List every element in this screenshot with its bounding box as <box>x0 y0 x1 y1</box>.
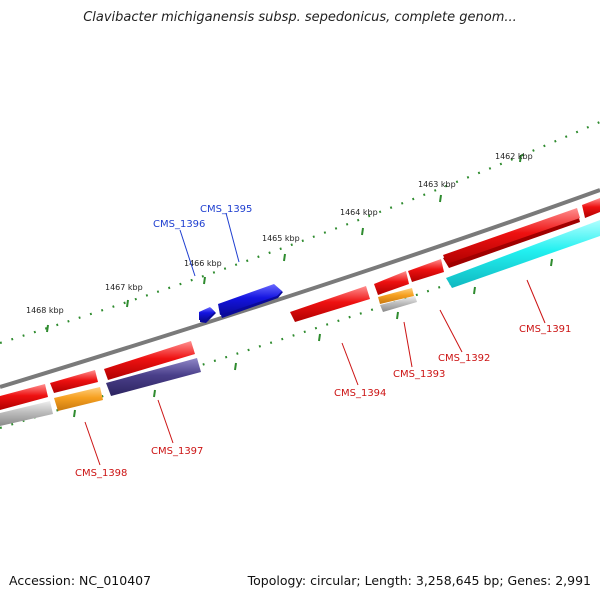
gene-label-cms-1397[interactable]: CMS_1397 <box>151 446 203 457</box>
gene-label-cms-1391[interactable]: CMS_1391 <box>519 324 571 335</box>
reverse-gene-left-edge[interactable] <box>0 384 48 410</box>
reverse-gene-cms-1397-red[interactable] <box>104 341 195 380</box>
gene-label-cms-1394[interactable]: CMS_1394 <box>334 388 386 399</box>
ruler-label-1462: 1462 kbp <box>495 152 533 161</box>
gene-label-cms-1392[interactable]: CMS_1392 <box>438 353 490 364</box>
ruler-label-1463: 1463 kbp <box>418 180 456 189</box>
upper-ruler-dots <box>0 120 600 345</box>
lower-ruler-ticks <box>73 258 553 418</box>
reverse-gene-cms-1392[interactable] <box>408 259 444 282</box>
reverse-gene-cms-1394[interactable] <box>290 286 370 322</box>
gene-label-cms-1398[interactable]: CMS_1398 <box>75 468 127 479</box>
forward-gene-cms-1395[interactable] <box>218 284 283 318</box>
ruler-label-1465: 1465 kbp <box>262 234 300 243</box>
upper-ruler-ticks <box>46 154 522 333</box>
reverse-gene-grey-edge[interactable] <box>0 401 53 426</box>
reverse-gene-orange-small[interactable] <box>378 288 417 312</box>
ruler-label-1467: 1467 kbp <box>105 283 143 292</box>
reverse-gene-cms-1398-red[interactable] <box>50 370 98 393</box>
genome-info-text: Topology: circular; Length: 3,258,645 bp… <box>247 573 591 588</box>
gene-leader-lines <box>84 212 546 466</box>
forward-gene-cms-1396[interactable] <box>199 307 216 323</box>
reverse-gene-cyan[interactable] <box>446 220 600 288</box>
ruler-label-1464: 1464 kbp <box>340 208 378 217</box>
gene-label-cms-1395[interactable]: CMS_1395 <box>200 204 252 215</box>
ruler-labels: 1462 kbp 1463 kbp 1464 kbp 1465 kbp 1466… <box>26 152 533 315</box>
reverse-gene-cms-1393[interactable] <box>374 271 409 295</box>
genome-backbone <box>0 188 600 389</box>
ruler-label-1468: 1468 kbp <box>26 306 64 315</box>
map-title: Clavibacter michiganensis subsp. sepedon… <box>83 10 517 25</box>
reverse-gene-orange[interactable] <box>54 387 103 411</box>
gene-label-cms-1396[interactable]: CMS_1396 <box>153 219 205 230</box>
reverse-gene-purple[interactable] <box>106 358 201 396</box>
reverse-gene-cms-1391[interactable] <box>443 198 600 268</box>
ruler-label-1466: 1466 kbp <box>184 259 222 268</box>
gene-label-cms-1393[interactable]: CMS_1393 <box>393 369 445 380</box>
accession-text: Accession: NC_010407 <box>9 573 152 588</box>
gene-labels: CMS_1395 CMS_1396 CMS_1391 CMS_1392 CMS_… <box>75 204 571 479</box>
